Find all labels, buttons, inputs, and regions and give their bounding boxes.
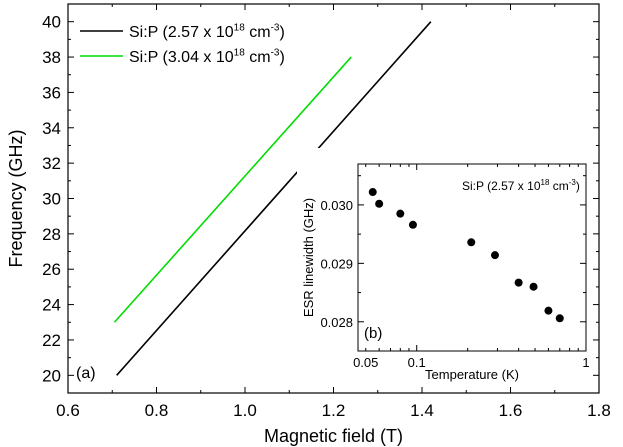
inset-data-point — [467, 238, 476, 247]
legend-label-1: Si:P (2.57 x 1018 cm-3) — [129, 23, 285, 41]
inset-background — [297, 148, 593, 381]
label-sup: 18 — [234, 23, 246, 34]
x-tick-label: 0.8 — [145, 401, 169, 420]
panel-label-b: (b) — [364, 325, 382, 342]
label-text: Si:P (2.57 x 10 — [462, 179, 541, 193]
label-text: cm — [245, 24, 271, 41]
label-text: ) — [279, 24, 284, 41]
inset-x-tick-label: 0.1 — [408, 355, 426, 370]
label-text: ) — [576, 179, 580, 193]
y-tick-label: 24 — [42, 296, 61, 315]
y-tick-label: 28 — [42, 225, 61, 244]
x-tick-label: 1.8 — [587, 401, 611, 420]
y-tick-label: 32 — [42, 154, 61, 173]
inset-x-tick-label: 0.05 — [353, 355, 378, 370]
x-axis-title: Magnetic field (T) — [264, 426, 403, 446]
y-axis-title: Frequency (GHz) — [6, 129, 26, 267]
inset-data-point — [529, 282, 538, 291]
label-sup: 18 — [234, 48, 246, 59]
panel-label-a: (a) — [76, 365, 96, 382]
inset-y-tick-label: 0.029 — [320, 256, 353, 271]
y-tick-label: 38 — [42, 48, 61, 67]
y-tick-label: 22 — [42, 331, 61, 350]
label-sup: -3 — [271, 23, 280, 34]
inset-x-axis-title: Temperature (K) — [425, 367, 519, 382]
y-tick-label: 40 — [42, 13, 61, 32]
y-tick-label: 36 — [42, 83, 61, 102]
label-text: Si:P (3.04 x 10 — [129, 49, 234, 66]
inset-annotation: Si:P (2.57 x 1018 cm-3) — [462, 178, 580, 193]
x-tick-label: 1.6 — [499, 401, 523, 420]
inset-data-point — [368, 188, 377, 197]
y-tick-label: 20 — [42, 366, 61, 385]
inset-data-point — [555, 314, 564, 323]
label-text: cm — [549, 179, 568, 193]
inset-data-point — [396, 209, 405, 218]
inset-y-tick-label: 0.030 — [320, 198, 353, 213]
legend-label-2: Si:P (3.04 x 1018 cm-3) — [129, 48, 285, 66]
y-tick-label: 34 — [42, 119, 61, 138]
label-sup: 18 — [541, 178, 550, 187]
inset-data-point — [375, 199, 384, 208]
inset-data-point — [544, 306, 553, 315]
main-chart: 0.6 0.8 1.0 1.2 1.4 1.6 1.8 20 22 24 26 28 30 32 34 36 3… — [6, 3, 611, 446]
inset-y-tick-label: 0.028 — [320, 315, 353, 330]
inset-y-axis-title: ESR linewidth (GHz) — [301, 198, 316, 317]
inset-x-tick-label: 1 — [582, 355, 589, 370]
inset-data-point — [514, 278, 523, 287]
x-tick-label: 0.6 — [56, 401, 80, 420]
label-text: Si:P (2.57 x 10 — [129, 24, 234, 41]
y-tick-label: 26 — [42, 260, 61, 279]
series-line-2 — [113, 56, 352, 323]
series-line-1 — [116, 21, 432, 376]
label-text: cm — [245, 49, 271, 66]
y-tick-label: 30 — [42, 190, 61, 209]
label-text: ) — [279, 49, 284, 66]
label-sup: -3 — [271, 48, 280, 59]
inset-chart: 0.05 0.1 1 0.028 0.029 0.030 Temperature (K) ES… — [297, 148, 593, 382]
x-tick-label: 1.0 — [233, 401, 257, 420]
x-tick-label: 1.2 — [322, 401, 346, 420]
x-tick-label: 1.4 — [410, 401, 434, 420]
inset-data-point — [408, 220, 417, 229]
inset-plot-frame — [357, 163, 587, 352]
label-sup: -3 — [569, 178, 577, 187]
inset-data-point — [490, 251, 499, 260]
